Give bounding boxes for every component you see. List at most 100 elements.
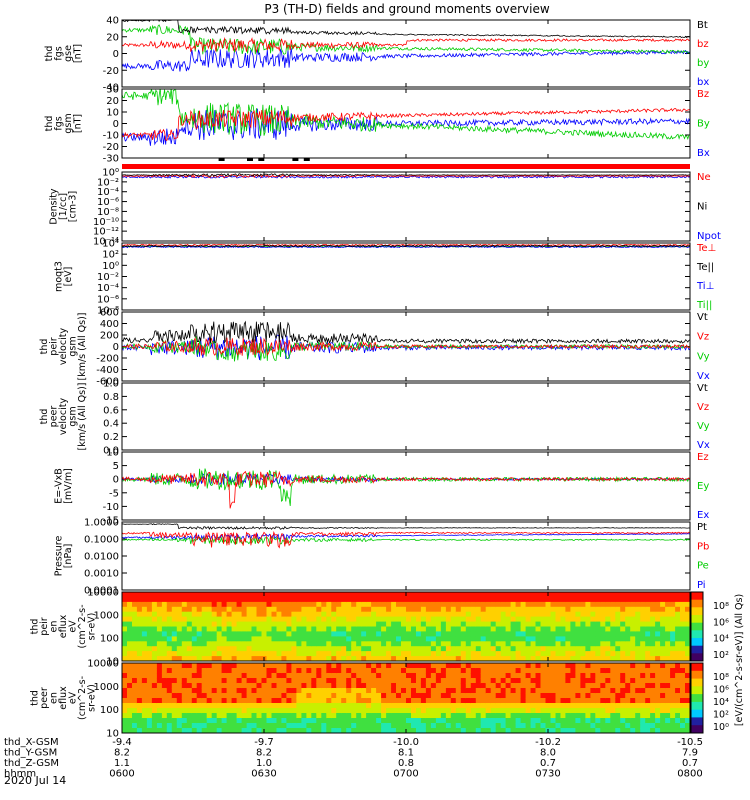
spectrogram-cell — [136, 651, 143, 657]
spectrogram-cell — [251, 668, 258, 674]
spectrogram-cell — [650, 636, 656, 642]
spectrogram-cell — [326, 728, 332, 733]
spectrogram-cell — [580, 678, 586, 684]
spectrogram-cell — [495, 641, 502, 647]
spectrogram-cell — [236, 713, 243, 719]
spectrogram-cell — [321, 693, 327, 699]
spectrogram-cell — [136, 611, 143, 618]
spectrogram-cell — [540, 678, 547, 684]
spectrogram-cell — [361, 693, 367, 699]
spectrogram-cell — [211, 596, 218, 603]
spectrogram-cell — [371, 673, 377, 679]
spectrogram-cell — [256, 708, 263, 714]
spectrogram-cell — [625, 693, 631, 699]
spectrogram-cell — [635, 668, 641, 674]
spectrogram-cell — [366, 708, 372, 714]
spectrogram-cell — [465, 601, 472, 608]
spectrogram-cell — [351, 601, 357, 608]
spectrogram-cell — [580, 631, 586, 637]
spectrogram-cell — [306, 611, 312, 618]
spectrogram-cell — [331, 698, 337, 704]
spectrogram-cell — [156, 592, 163, 598]
spectrogram-cell — [595, 708, 601, 714]
spectrogram-cell — [386, 616, 392, 623]
spectrogram-cell — [425, 641, 432, 647]
spectrogram-cell — [645, 678, 651, 684]
spectrogram-cell — [286, 723, 292, 729]
spectrogram-cell — [560, 683, 567, 689]
spectrogram-cell — [650, 728, 656, 733]
spectrogram-cell — [575, 606, 581, 613]
spectrogram-cell — [540, 683, 547, 689]
spectrogram-cell — [600, 693, 606, 699]
spectrogram-cell — [450, 708, 457, 714]
spectrogram-cell — [640, 678, 646, 684]
panel-4-ylabel-line: velocity — [58, 328, 69, 366]
spectrogram-cell — [221, 663, 228, 669]
spectrogram-cell — [515, 663, 522, 669]
spectrogram-cell — [186, 668, 193, 674]
spectrogram-cell — [311, 631, 317, 637]
spectrogram-cell — [161, 651, 168, 657]
spectrogram-cell — [161, 718, 168, 724]
spectrogram-cell — [221, 693, 228, 699]
spectrogram-cell — [515, 728, 522, 733]
spectrogram-cell — [570, 651, 576, 657]
spectrogram-cell — [361, 626, 367, 632]
spectrogram-cell — [425, 678, 432, 684]
legend-Ti⊥: Ti⊥ — [696, 281, 714, 292]
spectrogram-cell — [256, 703, 263, 709]
spectrogram-cell — [241, 636, 248, 642]
spectrogram-cell — [156, 723, 163, 729]
spectrogram-cell — [465, 723, 472, 729]
spectrogram-cell — [271, 616, 278, 623]
spectrogram-cell — [386, 693, 392, 699]
spectrogram-cell — [411, 703, 417, 709]
spectrogram-cell — [510, 698, 517, 704]
spectrogram-cell — [565, 698, 571, 704]
spectrogram-cell — [465, 703, 472, 709]
spectrogram-cell — [401, 621, 407, 628]
spectrogram-cell — [356, 646, 362, 652]
spectrogram-cell — [411, 656, 417, 661]
spectrogram-cell — [515, 723, 522, 729]
spectrogram-cell — [555, 592, 562, 598]
spectrogram-cell — [122, 656, 128, 661]
spectrogram-cell — [286, 673, 292, 679]
spectrogram-cell — [231, 601, 238, 608]
spectrogram-cell — [151, 668, 158, 674]
colorbar-tick-label: 10⁴ — [713, 697, 729, 708]
spectrogram-cell — [132, 673, 138, 679]
spectrogram-cell — [346, 592, 352, 598]
spectrogram-cell — [361, 616, 367, 623]
spectrogram-cell — [470, 688, 477, 694]
spectrogram-cell — [575, 678, 581, 684]
spectrogram-cell — [420, 592, 427, 598]
spectrogram-cell — [525, 656, 532, 661]
spectrogram-cell — [665, 656, 671, 661]
spectrogram-cell — [346, 728, 352, 733]
spectrogram-cell — [241, 688, 248, 694]
spectrogram-cell — [127, 703, 133, 709]
spectrogram-cell — [520, 596, 527, 603]
spectrogram-cell — [171, 668, 178, 674]
spectrogram-cell — [480, 678, 487, 684]
spectrogram-cell — [540, 641, 547, 647]
spectrogram-cell — [141, 611, 148, 618]
orbit-value: 8.2 — [256, 748, 272, 759]
spectrogram-cell — [156, 651, 163, 657]
spectrogram-cell — [595, 601, 601, 608]
spectrogram-cell — [585, 668, 591, 674]
spectrogram-cell — [660, 616, 666, 623]
spectrogram-cell — [560, 678, 567, 684]
spectrogram-cell — [505, 646, 512, 652]
orbit-value: 0800 — [677, 769, 702, 780]
spectrogram-cell — [625, 703, 631, 709]
spectrogram-cell — [411, 592, 417, 598]
spectrogram-cell — [276, 718, 283, 724]
spectrogram-cell — [635, 656, 641, 661]
spectrogram-cell — [435, 673, 442, 679]
spectrogram-cell — [151, 693, 158, 699]
series-line — [122, 48, 690, 72]
legend-Bt: Bt — [697, 20, 708, 31]
